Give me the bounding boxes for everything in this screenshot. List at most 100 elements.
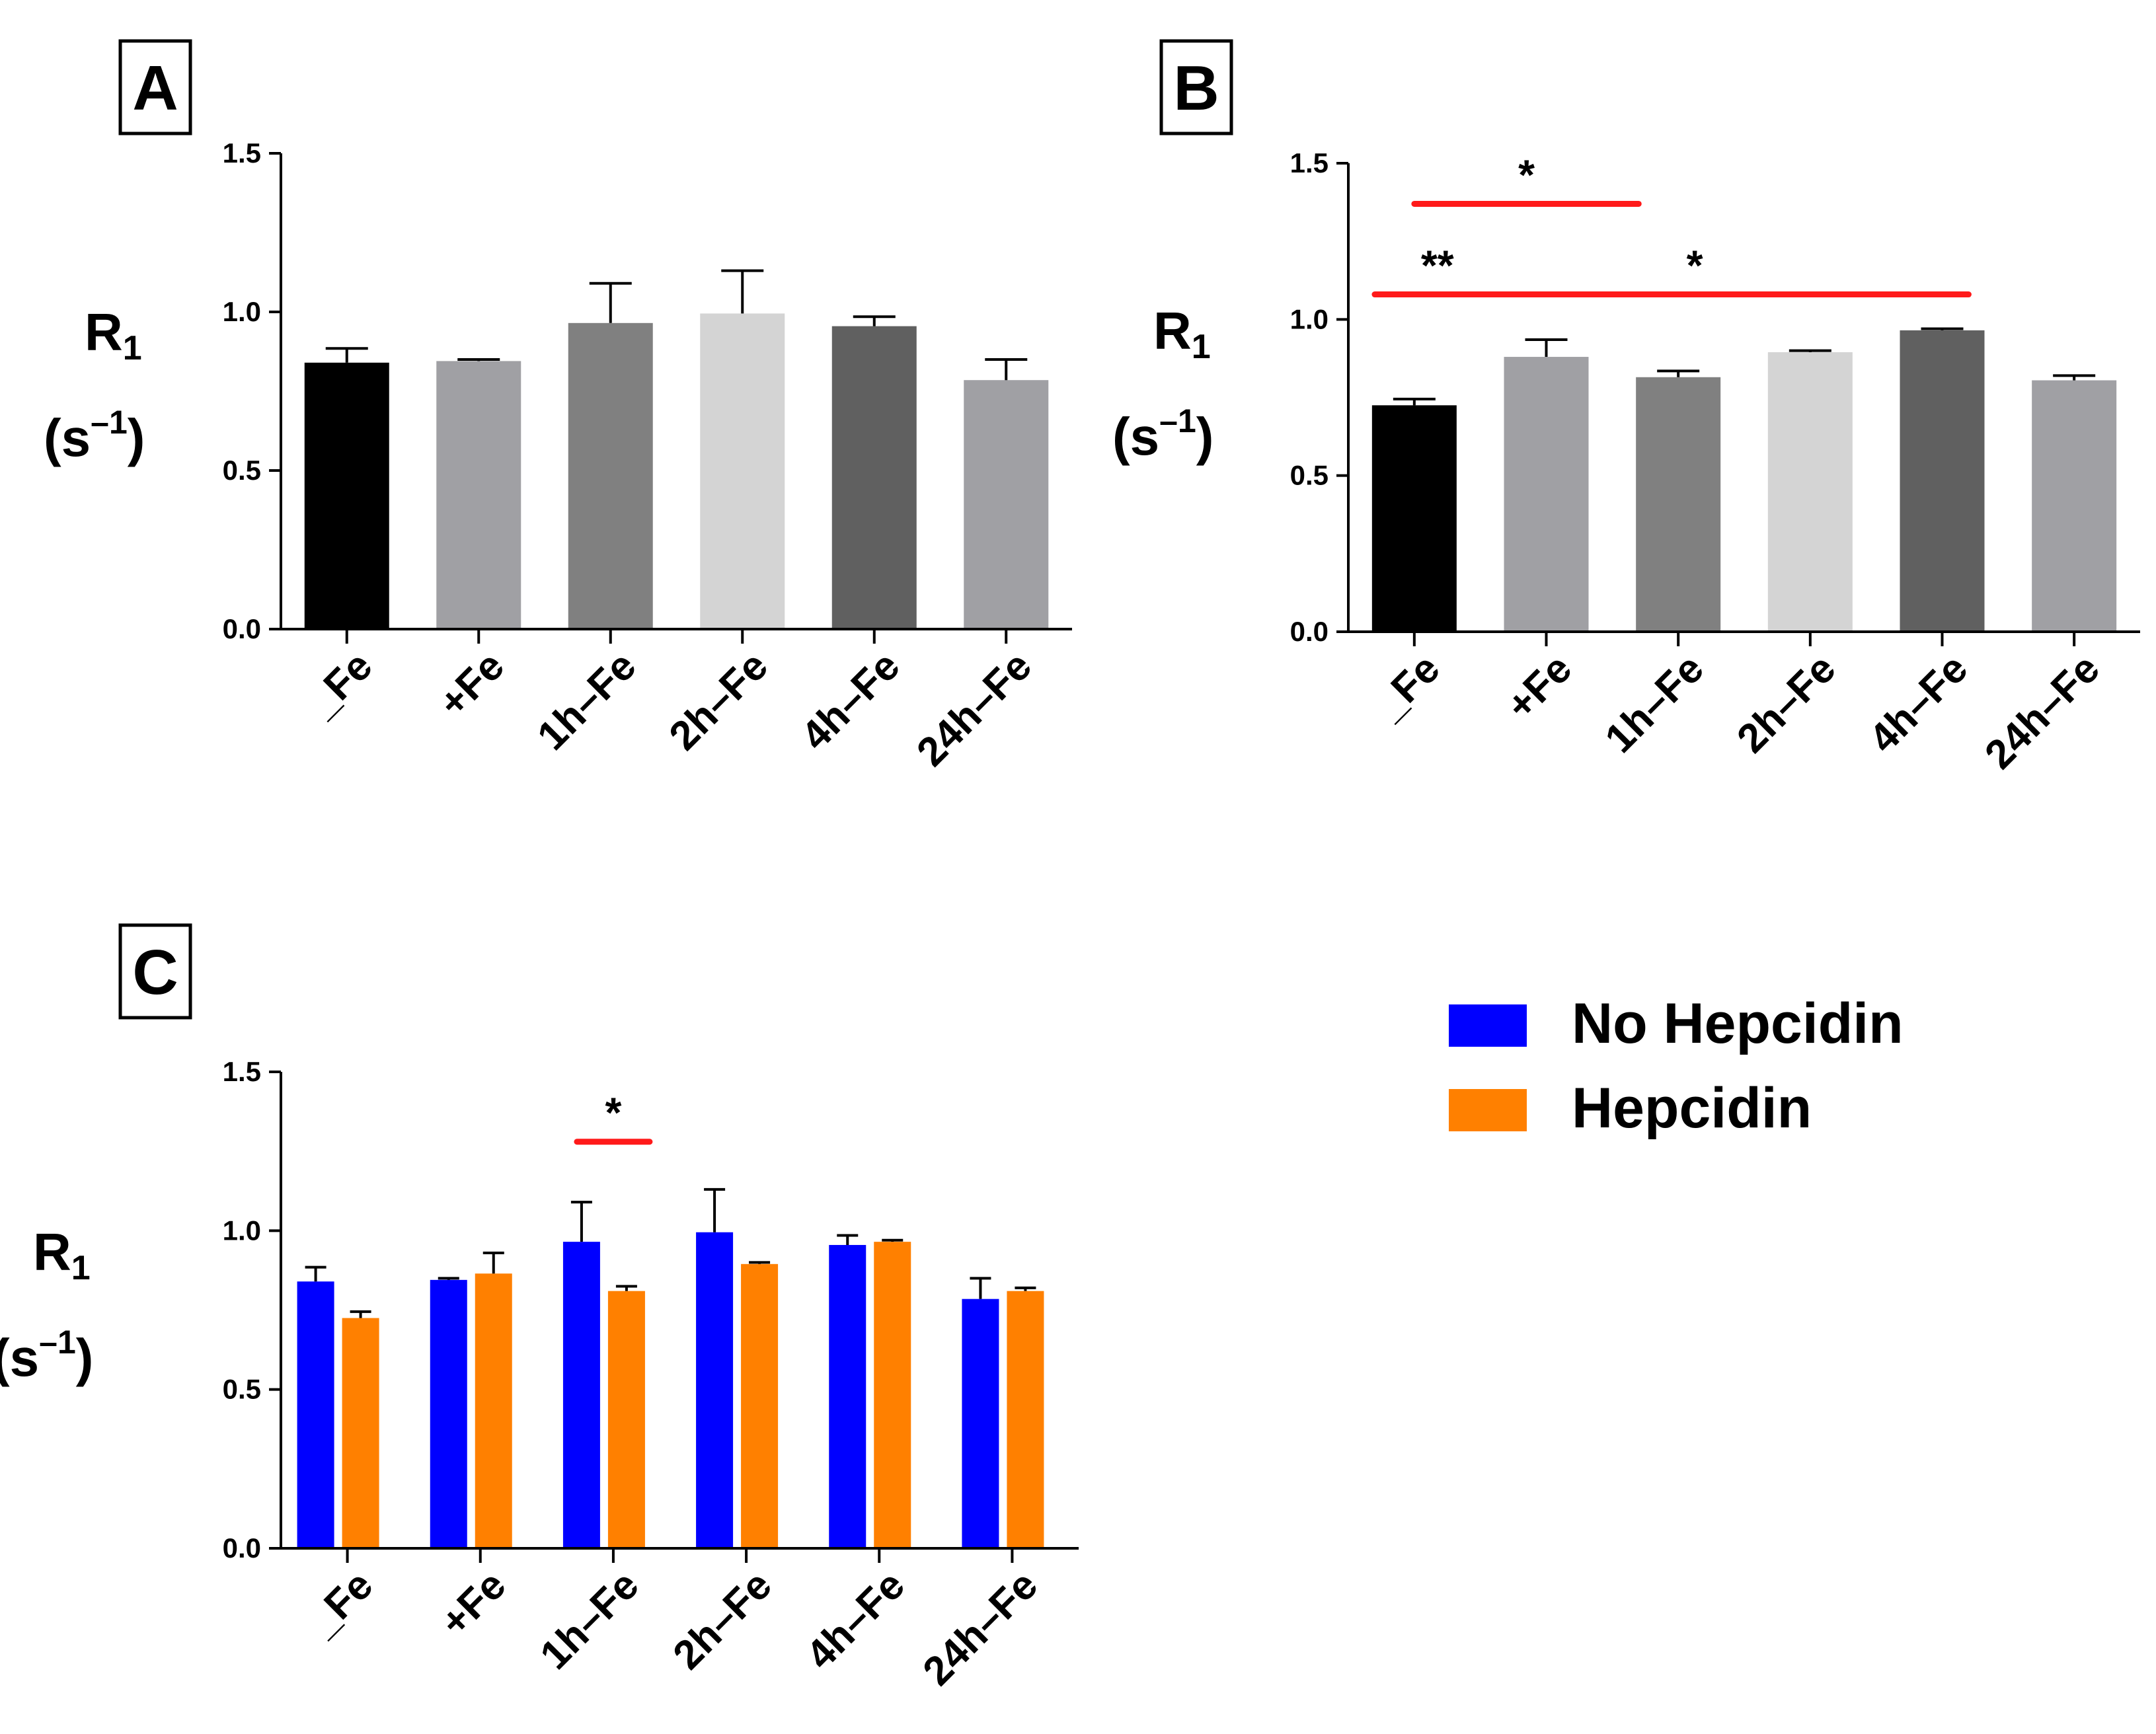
- panel-c-bar-s0-0: [297, 1281, 334, 1548]
- panel-a-xtick-label-2: 1h–Fe: [529, 643, 645, 759]
- panel-c-ytick-label-2: 1.0: [223, 1215, 261, 1246]
- legend: No Hepcidin Hepcidin: [1449, 992, 1904, 1140]
- panel-c-bar-s0-1: [430, 1279, 467, 1548]
- panel-c-ytick-label-0: 0.0: [223, 1532, 261, 1564]
- panel-b-sig-label-2: *: [1687, 242, 1703, 289]
- panel-c-sig-label-0: *: [605, 1089, 621, 1137]
- panel-a-yunit-base: (s: [44, 408, 91, 467]
- panel-a-ytick-label-1: 0.5: [223, 455, 261, 486]
- panel-c: C R1 (s–1) 0.0 0.5 1.0 1.5 _Fe +Fe1h–Fe2h–Fe4h–…: [0, 923, 1079, 1694]
- panel-b-bar-4: [1900, 330, 1985, 632]
- panel-c-xtick-label-0: _Fe: [299, 1562, 381, 1645]
- panel-b-xtick-label-0: _Fe: [1366, 646, 1449, 728]
- panel-b-sig-label-1: **: [1421, 242, 1454, 289]
- panel-c-ylabel: R1: [33, 1223, 91, 1287]
- panel-a-errorbar-2: [589, 282, 632, 323]
- panel-c-bar-s0-2: [562, 1242, 600, 1548]
- panel-c-bar-s0-5: [962, 1299, 999, 1548]
- panel-c-label: C: [132, 937, 178, 1008]
- panel-a-bar-3: [700, 313, 785, 629]
- panel-a-errorbar-1: [457, 358, 500, 361]
- panel-c-bar-s1-1: [475, 1273, 512, 1548]
- panel-c-yunit-exp: –1: [39, 1324, 76, 1361]
- panel-c-ytick-label-1: 0.5: [223, 1374, 261, 1405]
- panel-a-bar-0: [304, 362, 389, 629]
- panel-c-errorbar-s0-0: [305, 1265, 327, 1282]
- panel-c-errorbar-s1-2: [615, 1285, 637, 1291]
- panel-a-ytick-label-2: 1.0: [223, 296, 261, 327]
- panel-a-errorbar-0: [325, 347, 368, 363]
- panel-c-xtick-label-4: 4h–Fe: [798, 1562, 914, 1678]
- panel-b-yunit-base: (s: [1112, 407, 1159, 466]
- legend-swatch-no-hepcidin: [1449, 1004, 1527, 1047]
- panel-c-ylabel-sub: 1: [71, 1249, 91, 1287]
- panel-c-bar-s1-5: [1007, 1291, 1044, 1548]
- panel-c-errorbar-s0-1: [438, 1277, 459, 1280]
- panel-a-ytick-label-0: 0.0: [223, 613, 261, 644]
- panel-c-errorbar-s1-1: [482, 1251, 504, 1274]
- panel-b-bar-2: [1636, 377, 1721, 632]
- panel-b-yunit-exp: –1: [1159, 402, 1196, 439]
- panel-b-errorbar-5: [2053, 374, 2096, 381]
- panel-a-yunit-close: ): [128, 408, 145, 467]
- panel-b-errorbar-0: [1393, 397, 1436, 406]
- panel-a-label-box: [118, 39, 192, 135]
- panel-a-xtick-label-5: 24h–Fe: [908, 643, 1040, 775]
- panel-c-xtick-label-5: 24h–Fe: [914, 1562, 1046, 1694]
- panel-a-xtick-label-0: _Fe: [299, 643, 381, 726]
- panel-b-xtick-label-5: 24h–Fe: [1976, 646, 2108, 778]
- panel-b-errorbar-3: [1789, 349, 1831, 352]
- panel-b-yunit: (s–1): [1112, 402, 1213, 466]
- panel-b-xtick-label-2: 1h–Fe: [1597, 646, 1713, 762]
- panel-b-xtick-label-3: 2h–Fe: [1728, 646, 1845, 762]
- panel-b-ytick-label-0: 0.0: [1290, 616, 1328, 647]
- panel-c-bar-s1-0: [342, 1318, 379, 1548]
- panel-b-bar-0: [1371, 405, 1457, 632]
- panel-b-bar-5: [2032, 380, 2117, 632]
- panel-a-bar-4: [831, 326, 917, 629]
- legend-label-no-hepcidin: No Hepcidin: [1572, 992, 1904, 1055]
- panel-a-xtick-label-1: +Fe: [430, 643, 514, 726]
- panel-c-yunit: (s–1): [0, 1324, 93, 1387]
- panel-b-xtick-label-1: +Fe: [1498, 646, 1581, 729]
- panel-b-label: B: [1173, 53, 1219, 124]
- panel-b-xtick-label-4: 4h–Fe: [1861, 646, 1977, 762]
- panel-b-ylabel: R1: [1153, 301, 1211, 366]
- panel-c-ytick-label-3: 1.5: [223, 1056, 261, 1087]
- panel-c-bar-s1-4: [874, 1242, 911, 1548]
- panel-c-xtick-label-2: 1h–Fe: [531, 1562, 648, 1678]
- panel-a-yunit: (s–1): [44, 404, 145, 467]
- panel-a-ytick-label-3: 1.5: [223, 137, 261, 169]
- panel-c-errorbar-s1-5: [1015, 1286, 1036, 1291]
- panel-a-xtick-label-4: 4h–Fe: [792, 643, 909, 759]
- panel-b-bar-1: [1504, 357, 1589, 632]
- panel-b-ytick-label-3: 1.5: [1290, 147, 1328, 178]
- panel-a-ylabel-main: R: [85, 303, 123, 361]
- panel-a-xtick-label-3: 2h–Fe: [661, 643, 777, 759]
- panel-a: A R1 (s–1) 0.0 0.5 1.0 1.5 _Fe +Fe 1h–Fe 2h–Fe 4h–…: [44, 39, 1072, 775]
- panel-b-bar-3: [1767, 352, 1853, 632]
- panel-b-errorbar-2: [1657, 369, 1700, 377]
- panel-a-errorbar-4: [853, 315, 896, 326]
- panel-a-label: A: [132, 53, 178, 124]
- panel-b-errorbar-1: [1525, 338, 1568, 358]
- legend-label-hepcidin: Hepcidin: [1572, 1076, 1812, 1140]
- panel-a-errorbar-3: [721, 269, 764, 314]
- panel-c-bar-s1-3: [741, 1263, 779, 1548]
- panel-a-bar-5: [964, 380, 1049, 629]
- panel-c-bar-s1-2: [607, 1291, 645, 1548]
- panel-b-ytick-label-2: 1.0: [1290, 303, 1328, 334]
- panel-c-errorbar-s0-3: [704, 1187, 726, 1232]
- panel-a-ylabel-sub: 1: [123, 329, 142, 367]
- panel-c-errorbar-s0-2: [570, 1201, 592, 1242]
- panel-b-ylabel-main: R: [1153, 301, 1192, 360]
- panel-c-bar-s0-3: [696, 1232, 734, 1548]
- panel-c-errorbar-s1-0: [350, 1310, 371, 1318]
- panel-c-errorbar-s1-3: [749, 1261, 771, 1264]
- panel-c-label-box: [118, 923, 192, 1020]
- panel-c-errorbar-s1-4: [882, 1238, 904, 1242]
- panel-c-yunit-close: ): [76, 1328, 94, 1387]
- panel-b-ytick-label-1: 0.5: [1290, 460, 1328, 491]
- panel-b-ylabel-sub: 1: [1192, 328, 1211, 366]
